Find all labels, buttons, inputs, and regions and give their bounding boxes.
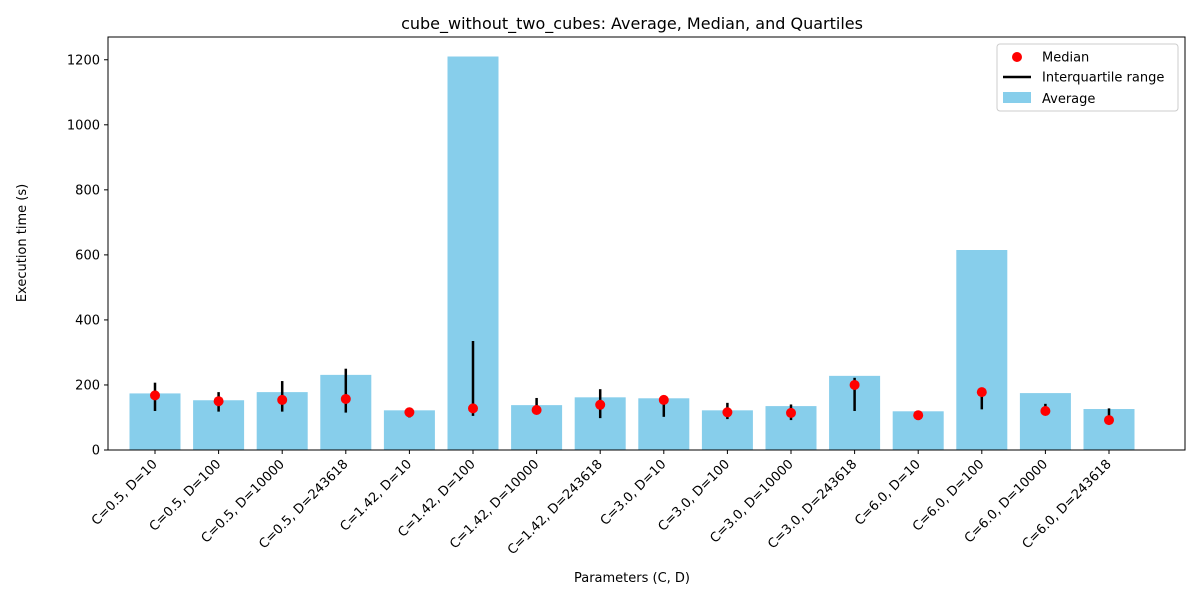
chart-title: cube_without_two_cubes: Average, Median,… <box>401 14 863 34</box>
y-axis: 0 200 400 600 800 1000 1200 <box>67 53 108 459</box>
x-tick-label: C=3.0, D=10 <box>598 457 670 529</box>
y-axis-label: Execution time (s) <box>15 184 30 302</box>
x-tick-label: C=6.0, D=10 <box>852 457 924 529</box>
plot-area <box>129 56 1135 450</box>
average-bar <box>956 250 1008 450</box>
legend-iqr-label: Interquartile range <box>1042 71 1164 86</box>
median-point <box>976 387 987 398</box>
median-point <box>786 407 796 418</box>
legend-frame <box>996 43 1179 112</box>
legend-average-swatch <box>1003 92 1031 103</box>
x-axis-label: Parameters (C, D) <box>574 571 690 586</box>
median-point <box>340 393 351 404</box>
y-tick-label: 1000 <box>67 118 100 133</box>
y-tick-label: 600 <box>75 248 100 263</box>
median-point <box>595 399 606 410</box>
median-point <box>849 379 860 390</box>
legend-median-label: Median <box>1042 51 1089 66</box>
median-point <box>150 390 160 401</box>
median-point <box>1040 405 1051 416</box>
average-bar <box>1019 393 1071 450</box>
median-point <box>468 403 478 414</box>
y-tick-label: 400 <box>75 313 100 328</box>
median-point <box>658 394 669 405</box>
median-point <box>404 407 415 418</box>
median-point <box>913 410 924 421</box>
median-point <box>277 394 288 405</box>
legend-average-label: Average <box>1042 92 1095 107</box>
y-tick-label: 200 <box>75 378 100 393</box>
legend-median-marker <box>1012 52 1022 62</box>
median-point <box>213 396 224 407</box>
median-point <box>1104 415 1114 426</box>
median-point <box>531 405 542 416</box>
y-tick-label: 1200 <box>67 53 100 68</box>
axes-frame <box>107 36 1186 451</box>
y-tick-label: 0 <box>92 444 100 459</box>
y-tick-label: 800 <box>75 183 100 198</box>
legend: Median Interquartile range Average <box>996 43 1179 112</box>
median-point <box>722 407 733 418</box>
x-tick-label: C=0.5, D=10 <box>89 457 161 529</box>
